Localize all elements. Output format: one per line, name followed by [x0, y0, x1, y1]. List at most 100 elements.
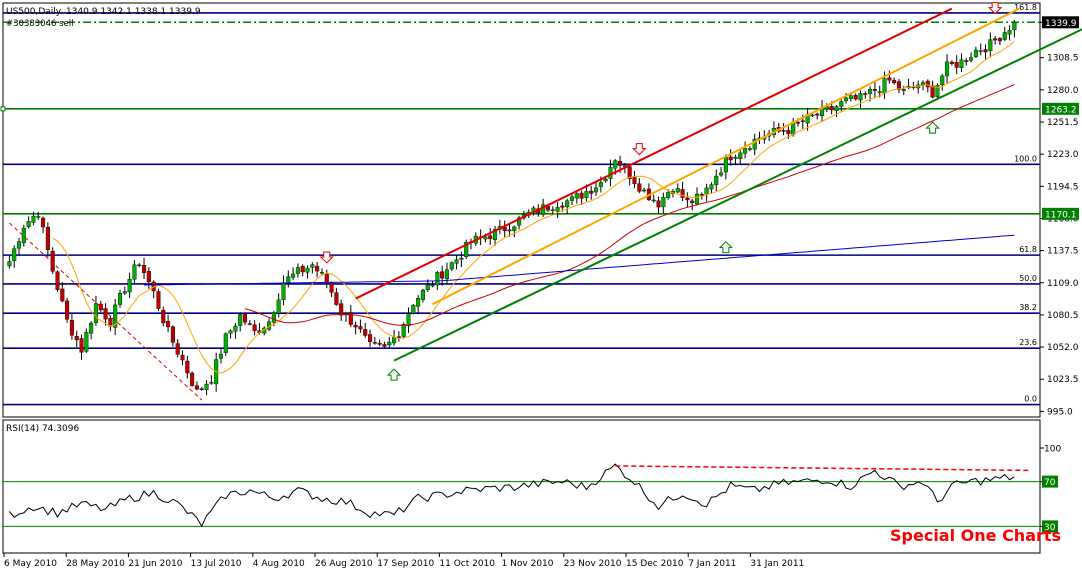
x-axis-label: 13 Jul 2010: [191, 559, 242, 569]
candle-bull: [603, 178, 608, 182]
candle-bull: [868, 88, 873, 94]
candle-bull: [228, 330, 233, 334]
candle-bull: [218, 353, 224, 359]
candle-bear: [728, 156, 733, 161]
candle-bull: [204, 383, 209, 390]
candle-bull: [459, 257, 464, 260]
candle-bear: [690, 200, 695, 203]
ohlc-header: 1340.9 1342.1 1338.1 1339.9: [66, 7, 201, 17]
candle-bear: [488, 235, 493, 240]
candle-bear: [65, 300, 70, 320]
price-panel: 1339.91308.51280.01251.51223.01194.51166…: [0, 2, 1082, 418]
candle-bull: [988, 39, 993, 52]
candle-bear: [252, 324, 257, 331]
candle-bear: [993, 38, 998, 41]
candle-bull: [569, 196, 575, 201]
candle-bear: [853, 95, 858, 100]
rsi-level-tag: [1042, 475, 1058, 488]
candle-bull: [1007, 30, 1012, 35]
candle-bear: [887, 77, 892, 81]
candle-bear: [358, 326, 363, 330]
candle-bull: [21, 227, 26, 243]
candle-bull: [666, 192, 671, 198]
candle-bull: [541, 204, 546, 215]
candle-bull: [901, 89, 906, 91]
candle-bear: [896, 81, 901, 90]
rsi-panel-frame: [2, 419, 1041, 554]
candle-bear: [79, 338, 84, 353]
x-axis-label: 6 May 2010: [4, 559, 57, 569]
fib-level-label: 161.8: [1014, 3, 1037, 12]
candle-bear: [55, 271, 60, 290]
candle-bull: [430, 284, 435, 287]
candle-bull: [291, 273, 296, 278]
candle-bull: [574, 193, 579, 199]
candle-bull: [319, 271, 324, 274]
candle-bull: [709, 184, 714, 190]
candle-bear: [377, 342, 382, 345]
candle-bear: [997, 38, 1002, 42]
price-axis-label: 1080.5: [1047, 311, 1079, 321]
candle-bear: [800, 120, 805, 122]
candle-bear: [74, 336, 79, 341]
channel-upper-line: [355, 7, 953, 300]
fib-level-label: 50.0: [1019, 274, 1037, 283]
fib-level-label: 0.0: [1024, 395, 1037, 404]
candle-bull: [877, 91, 882, 93]
candle-bear: [247, 323, 252, 325]
candle-bull: [584, 191, 589, 198]
candle-bear: [156, 291, 161, 309]
candle-bull: [1002, 32, 1007, 40]
candle-bear: [680, 189, 685, 198]
candle-bull: [464, 242, 469, 257]
x-axis-label: 26 Aug 2010: [315, 559, 373, 569]
candle-bear: [242, 313, 248, 323]
candle-bull: [16, 241, 22, 249]
price-axis-label: 1109.0: [1047, 279, 1079, 289]
candle-bear: [507, 229, 512, 232]
rsi-axis-label: 30: [1044, 523, 1056, 533]
price-tag-label: 1339.9: [1045, 19, 1077, 29]
price-axis-label: 995.0: [1047, 407, 1073, 417]
sell-arrow-icon: [319, 251, 334, 264]
candle-bear: [949, 61, 954, 64]
candle-bear: [863, 93, 868, 95]
candle-bull: [286, 276, 291, 284]
price-tag-box: [1042, 16, 1079, 29]
candle-bull: [973, 49, 978, 57]
candle-bear: [560, 205, 565, 208]
candle-bear: [194, 385, 199, 390]
candle-bull: [295, 267, 300, 274]
candle-bear: [363, 329, 368, 336]
candle-bear: [372, 342, 377, 344]
candle-bull: [920, 82, 926, 85]
candle-bear: [829, 105, 834, 111]
candle-bull: [882, 78, 887, 94]
candle-bull: [747, 148, 752, 150]
candle-bull: [117, 293, 123, 305]
candle-bull: [26, 221, 31, 227]
candle-bull: [281, 282, 286, 301]
candle-bull: [969, 57, 974, 61]
candle-bull: [420, 289, 425, 301]
candle-bull: [127, 279, 132, 293]
watermark: Special One Charts: [890, 526, 1061, 545]
candle-bear: [786, 130, 791, 134]
candle-bull: [435, 272, 440, 286]
candle-bull: [723, 157, 728, 173]
candle-bull: [978, 50, 983, 52]
candle-bear: [142, 265, 147, 273]
candle-bull: [493, 229, 498, 241]
fib-level-label: 38.2: [1019, 303, 1037, 312]
candle-bull: [517, 217, 522, 226]
candle-bull: [704, 187, 709, 195]
candle-bull: [945, 61, 950, 77]
candle-bear: [146, 271, 151, 283]
candle-bear: [579, 192, 584, 199]
buy-arrow-icon: [925, 121, 940, 134]
candle-bull: [401, 324, 406, 337]
candle-bull: [89, 322, 94, 334]
candle-bull: [752, 138, 757, 150]
